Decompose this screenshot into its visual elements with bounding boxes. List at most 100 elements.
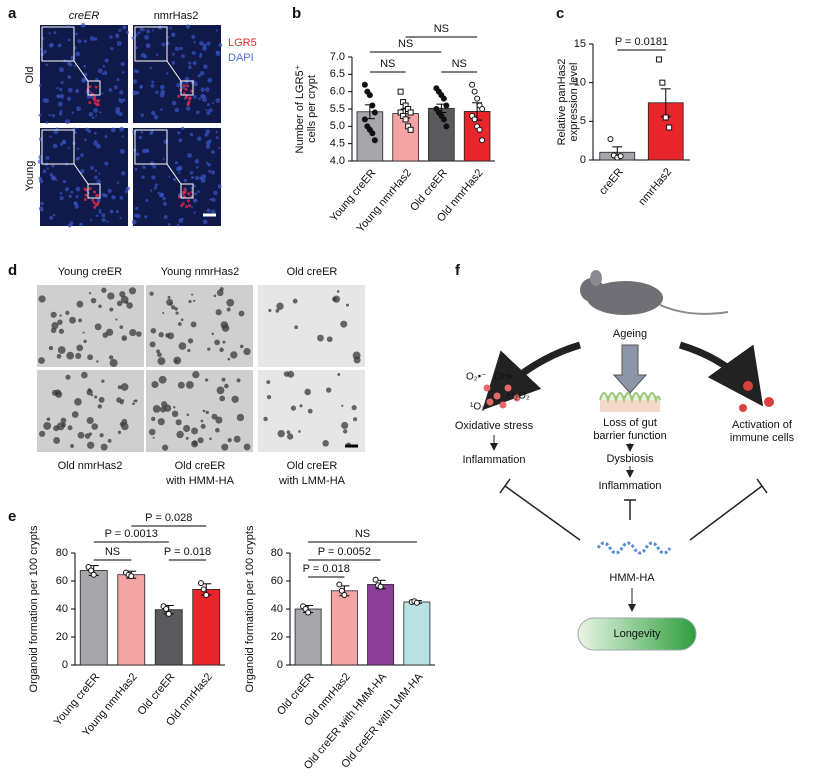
- organoid: [222, 340, 226, 344]
- organoid: [286, 430, 291, 435]
- lgr5-signal: [188, 96, 192, 100]
- zoom-line: [73, 60, 89, 82]
- nucleus: [135, 152, 140, 157]
- data-point: [165, 610, 172, 617]
- nucleus: [174, 107, 180, 113]
- x-tick-label: creER: [597, 166, 626, 197]
- nucleus: [207, 162, 211, 167]
- diagram: Ageing O₂•⁻ OH• H₂O₂ ¹O₂ Oxidative stres…: [455, 270, 795, 651]
- nucleus: [189, 171, 194, 175]
- nucleus: [191, 50, 196, 56]
- nucleus: [137, 31, 141, 35]
- y-tick-label: 60: [271, 575, 283, 587]
- nucleus: [218, 146, 221, 149]
- organoid-image: [37, 370, 144, 452]
- organoid: [238, 310, 245, 317]
- organoid: [83, 339, 87, 344]
- nucleus: [89, 36, 95, 41]
- organoid: [299, 404, 303, 408]
- nucleus: [48, 113, 51, 117]
- nucleus: [109, 35, 113, 39]
- nucleus: [101, 72, 104, 75]
- lgr5-signal: [182, 83, 186, 87]
- nucleus: [162, 157, 165, 161]
- organoid: [205, 410, 209, 415]
- node-label: Longevity: [613, 628, 661, 640]
- nucleus: [178, 217, 184, 223]
- organoid: [148, 428, 156, 436]
- organoid: [239, 344, 244, 349]
- nucleus: [153, 186, 157, 190]
- nucleus: [142, 148, 147, 154]
- nucleus: [132, 90, 138, 96]
- y-axis-label: cells per crypt: [306, 75, 318, 143]
- nucleus: [62, 179, 67, 184]
- nucleus: [136, 91, 140, 95]
- organoid: [116, 300, 123, 307]
- significance-label: NS: [380, 58, 395, 70]
- nucleus: [205, 140, 211, 146]
- bar: [117, 574, 146, 666]
- nucleus: [202, 43, 207, 48]
- nucleus: [106, 220, 109, 223]
- organoid: [102, 332, 109, 338]
- nucleus: [83, 65, 87, 68]
- organoid: [171, 305, 176, 310]
- data-point: [666, 124, 673, 131]
- organoid: [126, 302, 133, 309]
- nucleus: [125, 186, 130, 191]
- nucleus: [121, 135, 124, 138]
- bar: [79, 570, 108, 666]
- nucleus: [218, 43, 223, 48]
- nucleus: [188, 65, 192, 70]
- image-label: with LMM-HA: [278, 475, 346, 487]
- inset: [134, 129, 168, 165]
- nucleus: [96, 143, 101, 149]
- organoid: [66, 351, 75, 360]
- organoid: [183, 424, 191, 433]
- organoid: [200, 423, 206, 429]
- nucleus: [74, 130, 77, 134]
- column-label: nmrHas2: [154, 10, 199, 22]
- nucleus: [49, 215, 54, 220]
- nucleus: [93, 37, 98, 41]
- lgr5-signal: [96, 193, 100, 197]
- nucleus: [94, 175, 98, 180]
- stain-label: LGR5: [228, 37, 257, 49]
- organoid: [98, 396, 105, 403]
- nucleus: [205, 109, 208, 112]
- lgr5-signal: [92, 201, 96, 205]
- organoid: [53, 437, 61, 444]
- nucleus: [68, 194, 72, 198]
- nucleus: [56, 87, 59, 90]
- nucleus: [207, 77, 213, 83]
- nucleus: [116, 40, 122, 46]
- y-tick-label: 4.0: [330, 155, 345, 167]
- y-tick-label: 20: [56, 631, 68, 643]
- lgr5-signal: [186, 199, 190, 203]
- organoid: [39, 430, 46, 437]
- organoid: [171, 410, 179, 418]
- nucleus: [67, 38, 71, 42]
- organoid: [191, 293, 194, 296]
- organoid: [100, 443, 108, 451]
- data-point: [371, 137, 378, 144]
- data-point: [369, 102, 376, 109]
- organoid: [167, 295, 171, 299]
- lgr5-signal: [84, 193, 88, 197]
- nucleus: [64, 187, 70, 192]
- nucleus: [198, 97, 201, 101]
- organoid: [298, 430, 301, 433]
- organoid: [57, 319, 63, 325]
- nucleus: [38, 176, 42, 181]
- nucleus: [134, 167, 138, 171]
- panel-label: a: [8, 5, 17, 22]
- nucleus: [75, 88, 80, 94]
- nucleus: [113, 85, 118, 90]
- y-tick-label: 5: [580, 115, 586, 127]
- y-tick-label: 15: [574, 38, 586, 50]
- nucleus: [111, 195, 116, 200]
- data-point: [440, 116, 447, 123]
- nucleus: [60, 80, 64, 85]
